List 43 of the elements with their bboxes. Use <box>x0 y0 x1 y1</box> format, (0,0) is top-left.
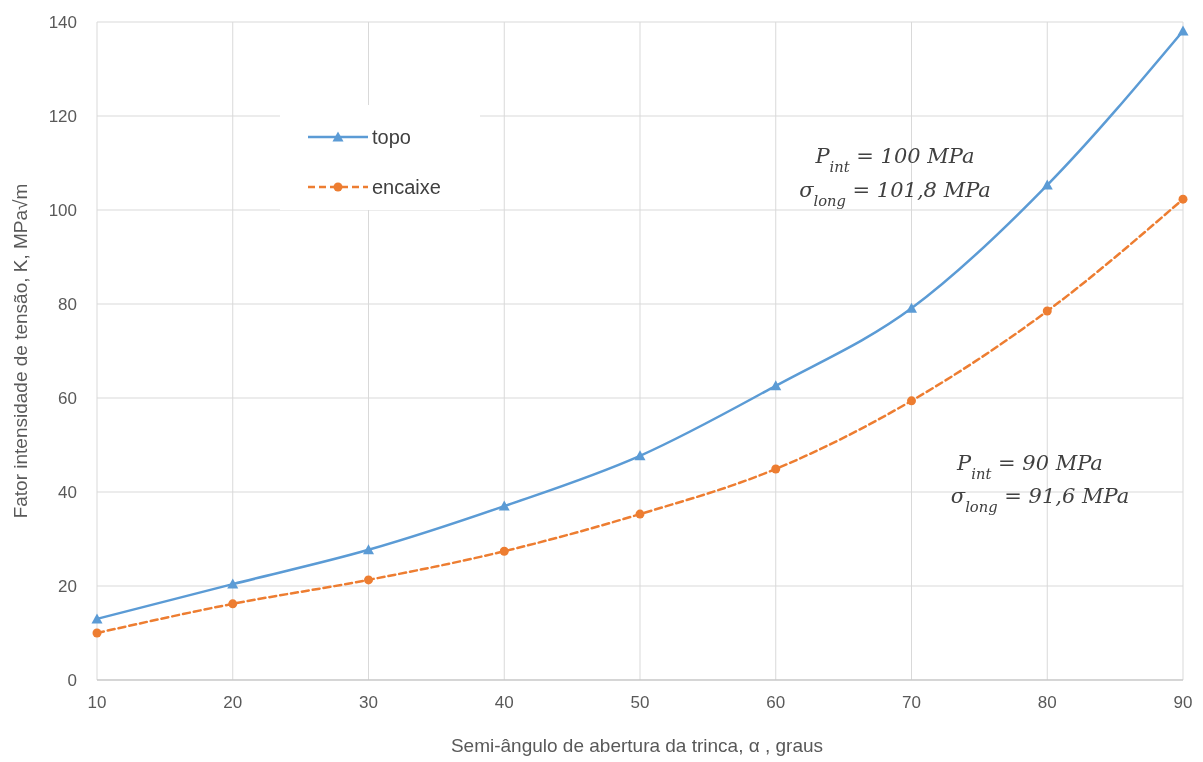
annotation: σ$_{long}$ = 91,6 MPa <box>950 484 1130 515</box>
point <box>771 464 781 474</box>
annotation: P$_{int}$ = 100 MPa <box>814 144 975 175</box>
point <box>228 599 238 609</box>
y-tick-label: 80 <box>58 295 77 314</box>
y-tick-label: 40 <box>58 483 77 502</box>
point <box>1041 179 1053 190</box>
x-tick-label: 80 <box>1037 693 1057 712</box>
point <box>1042 306 1052 316</box>
legend-label: topo <box>372 126 411 148</box>
x-tick-label: 40 <box>494 693 514 712</box>
point <box>1177 25 1189 36</box>
x-tick-label: 90 <box>1173 693 1193 712</box>
y-tick-label: 140 <box>48 13 77 32</box>
point <box>906 302 917 313</box>
point <box>635 509 645 519</box>
point <box>1178 194 1188 204</box>
x-tick-label: 60 <box>766 693 786 712</box>
annotation: P$_{int}$ = 90 MPa <box>956 451 1103 482</box>
x-tick-label: 30 <box>359 693 378 712</box>
y-tick-label: 100 <box>48 201 77 220</box>
point <box>227 578 239 589</box>
point <box>364 575 373 585</box>
y-tick-label: 120 <box>48 107 77 126</box>
point <box>92 628 102 638</box>
legend-label: encaixe <box>372 176 441 198</box>
point <box>907 396 916 406</box>
point <box>91 613 103 624</box>
y-tick-label: 0 <box>67 671 77 690</box>
point <box>634 450 646 461</box>
x-axis-title: Semi-ângulo de abertura da trinca, α , graus <box>450 735 824 756</box>
point <box>363 544 374 555</box>
point <box>498 500 510 511</box>
x-tick-label: 10 <box>87 693 107 712</box>
point <box>499 546 509 556</box>
y-tick-label: 20 <box>58 577 77 596</box>
annotation: σ$_{long}$ = 101,8 MPa <box>799 178 991 209</box>
x-tick-label: 70 <box>902 693 921 712</box>
y-axis-title: Fator intensidade de tensão, K, MPa√m <box>10 183 31 519</box>
y-tick-label: 60 <box>58 389 77 408</box>
x-tick-label: 20 <box>223 693 243 712</box>
x-tick-label: 50 <box>630 693 650 712</box>
point <box>770 380 782 391</box>
